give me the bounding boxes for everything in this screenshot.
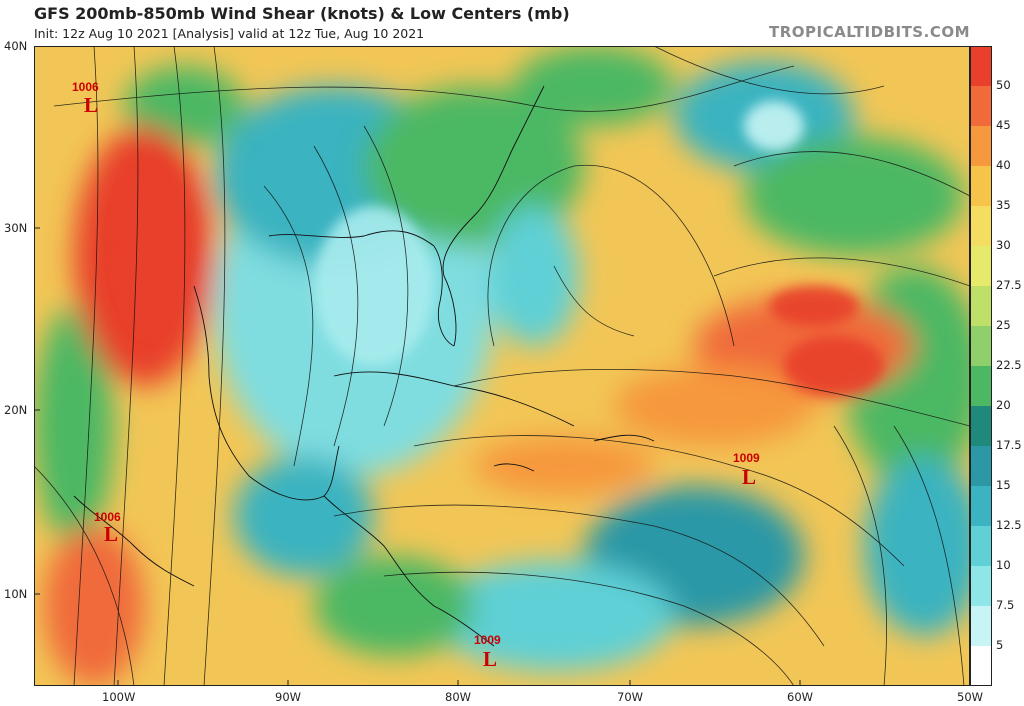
colorbar-segment xyxy=(970,86,992,127)
lat-label-30n: 30N xyxy=(4,221,28,235)
colorbar-segment xyxy=(970,486,992,527)
colorbar-label: 30 xyxy=(996,238,1011,252)
colorbar-segment xyxy=(970,286,992,327)
colorbar-label: 20 xyxy=(996,398,1011,412)
low-mexico-pacific-symbol: L xyxy=(104,522,119,546)
colorbar-label: 45 xyxy=(996,118,1011,132)
low-antilles-pressure: 1009 xyxy=(733,451,760,465)
colorbar-segment xyxy=(970,126,992,167)
colorbar-label: 5 xyxy=(996,638,1004,652)
colorbar-segment xyxy=(970,166,992,207)
lat-label-40n: 40N xyxy=(4,39,28,53)
colorbar xyxy=(970,46,992,686)
colorbar-segment xyxy=(970,446,992,487)
colorbar-label: 10 xyxy=(996,558,1011,572)
lon-label-70w: 70W xyxy=(617,690,644,704)
lon-label-80w: 80W xyxy=(445,690,472,704)
chart-subtitle: Init: 12z Aug 10 2021 [Analysis] valid a… xyxy=(34,26,425,41)
lat-label-20n: 20N xyxy=(4,403,28,417)
colorbar-segment xyxy=(970,206,992,247)
colorbar-label: 7.5 xyxy=(996,598,1015,612)
colorbar-segment xyxy=(970,526,992,567)
source-credit: TROPICALTIDBITS.COM xyxy=(769,23,970,41)
low-texas-pressure: 1006 xyxy=(72,80,99,94)
lat-label-10n: 10N xyxy=(4,587,28,601)
colorbar-segment xyxy=(970,246,992,287)
colorbar-label: 27.5 xyxy=(996,278,1022,292)
colorbar-segment xyxy=(970,326,992,367)
colorbar-segment xyxy=(970,46,992,87)
colorbar-segment xyxy=(970,646,992,686)
colorbar-label: 17.5 xyxy=(996,438,1022,452)
colorbar-segment xyxy=(970,366,992,407)
low-texas-symbol: L xyxy=(84,93,99,117)
colorbar-label: 25 xyxy=(996,318,1011,332)
colorbar-label: 50 xyxy=(996,78,1011,92)
colorbar-label: 40 xyxy=(996,158,1011,172)
lon-label-100w: 100W xyxy=(102,690,136,704)
lon-label-50w: 50W xyxy=(957,690,984,704)
chart-title: GFS 200mb-850mb Wind Shear (knots) & Low… xyxy=(34,4,570,23)
colorbar-segment xyxy=(970,606,992,647)
shear-map xyxy=(34,46,970,686)
shear-field xyxy=(34,46,970,686)
colorbar-segment xyxy=(970,566,992,607)
lon-label-60w: 60W xyxy=(787,690,814,704)
low-panama-symbol: L xyxy=(483,647,498,671)
low-mexico-pacific-pressure: 1006 xyxy=(94,510,121,524)
colorbar-label: 12.5 xyxy=(996,518,1022,532)
lon-label-90w: 90W xyxy=(275,690,302,704)
streamlines xyxy=(34,46,970,686)
colorbar-label: 15 xyxy=(996,478,1011,492)
colorbar-label: 22.5 xyxy=(996,358,1022,372)
colorbar-segment xyxy=(970,406,992,447)
low-panama-pressure: 1009 xyxy=(474,633,501,647)
colorbar-label: 35 xyxy=(996,198,1011,212)
low-antilles-symbol: L xyxy=(742,465,757,489)
